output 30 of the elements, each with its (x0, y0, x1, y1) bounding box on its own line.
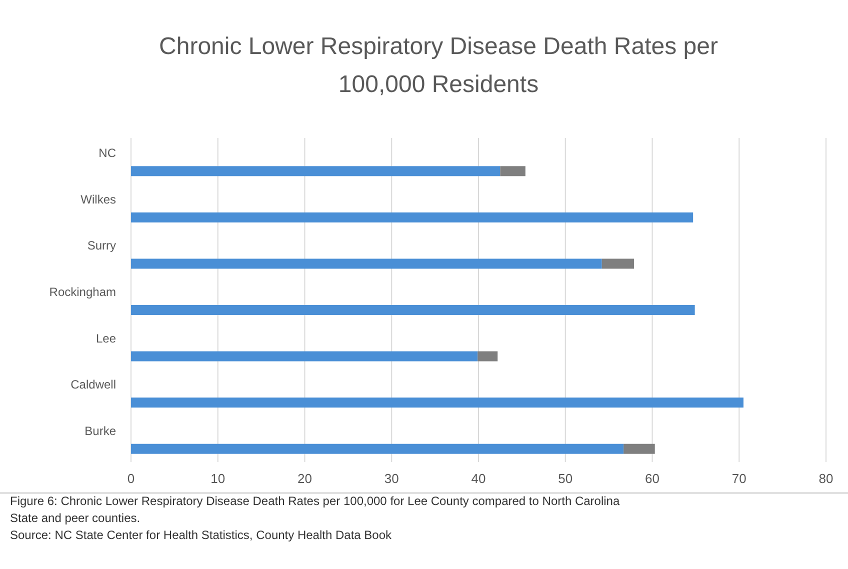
y-tick-label: Surry (87, 238, 116, 253)
source-note: Source: NC State Center for Health Statistics, County Health Data Book (10, 528, 393, 542)
x-tick-label: 40 (471, 471, 486, 486)
bar (131, 305, 695, 315)
caption: Figure 6: Chronic Lower Respiratory Disease Death Rates per 100,000 for Lee County compared to North Carolina State and peer counties. (10, 494, 620, 525)
x-tick-label: 10 (210, 471, 226, 486)
chart-title: Chronic Lower Respiratory Disease Death Rates per 100,000 Residents (159, 33, 718, 98)
y-tick-label: NC (98, 146, 116, 160)
x-tick-label: 20 (298, 471, 312, 486)
bar (500, 166, 526, 176)
y-tick-label: Wilkes (80, 192, 116, 206)
y-tick-label: Burke (84, 424, 116, 438)
x-tick-label: 60 (645, 471, 660, 486)
x-tick-label: 0 (127, 471, 135, 486)
bar (478, 351, 498, 362)
y-tick-label: Caldwell (70, 378, 116, 392)
bar (131, 258, 602, 269)
bar (602, 258, 634, 269)
bar (131, 212, 694, 222)
x-tick-label: 30 (384, 471, 399, 486)
y-tick-label: Lee (96, 331, 116, 346)
x-tick-label: 50 (558, 471, 573, 486)
bar (131, 351, 478, 362)
bar (131, 444, 624, 454)
bar (131, 398, 744, 408)
bar (131, 166, 500, 176)
y-tick-label: Rockingham (49, 285, 116, 299)
bar (624, 444, 655, 454)
x-tick-label: 70 (732, 471, 746, 486)
x-tick-label: 80 (818, 471, 834, 486)
